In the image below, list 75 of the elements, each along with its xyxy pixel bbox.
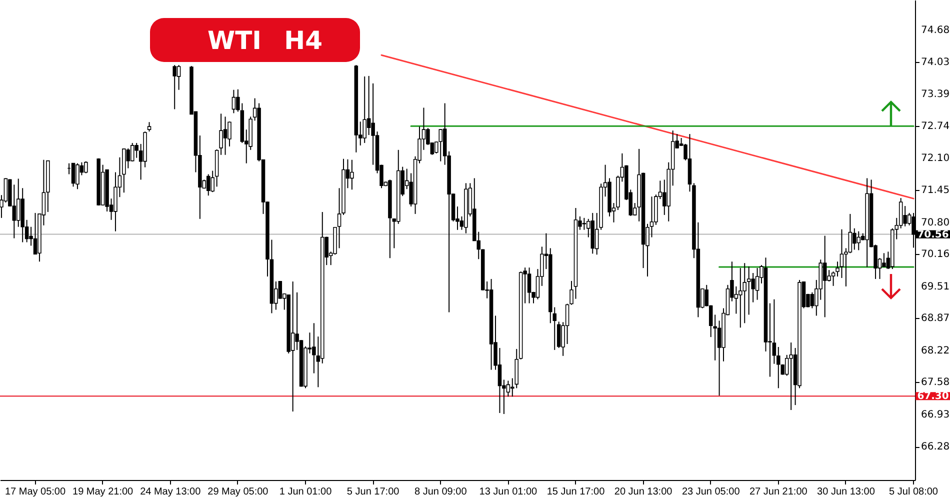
candlestick	[565, 303, 570, 344]
candlestick	[147, 122, 152, 132]
candlestick	[176, 64, 181, 90]
candlestick	[556, 321, 561, 348]
x-tick-label: 30 Jun 13:00	[817, 486, 876, 498]
candlestick	[527, 267, 532, 304]
candlestick	[172, 64, 176, 110]
y-tick-label: 72.10	[921, 152, 950, 164]
candlestick	[822, 235, 827, 318]
x-tick-label: 8 Jun 09:00	[414, 486, 468, 498]
x-tick-label: 1 Jun 01:00	[279, 486, 332, 498]
candlestick	[206, 174, 210, 196]
x-tick-label: 23 Jun 05:00	[682, 486, 740, 498]
candlestick	[742, 262, 747, 324]
y-tick-label: 66.93	[921, 409, 950, 420]
x-tick-label: 27 Jun 21:00	[749, 486, 808, 498]
x-tick-label: 24 May 13:00	[140, 486, 202, 498]
x-tick-label: 13 Jun 01:00	[479, 486, 538, 498]
candlestick	[755, 268, 760, 300]
candlestick	[223, 116, 228, 156]
ref-line-label: 70.56	[917, 229, 949, 240]
candlestick	[852, 228, 856, 250]
candlestick	[130, 142, 134, 162]
y-tick-label: 70.16	[921, 249, 950, 260]
candlestick	[506, 380, 510, 398]
candlestick	[366, 75, 371, 136]
ref-line-label: 67.30	[917, 391, 949, 402]
y-tick-label: 71.45	[921, 185, 950, 196]
candlestick	[789, 342, 793, 411]
candlestick	[848, 213, 852, 254]
candlestick	[882, 252, 886, 268]
y-tick-label: 68.22	[921, 345, 950, 356]
y-tick-label: 70.80	[921, 217, 950, 228]
x-tick-label: 15 Jun 17:00	[546, 486, 606, 498]
candlestick	[831, 271, 836, 286]
candlestick	[290, 280, 295, 412]
candlestick	[776, 346, 780, 389]
candlestick	[232, 89, 236, 114]
y-tick-label: 72.74	[921, 121, 950, 132]
x-tick-label: 20 Jun 13:00	[614, 486, 673, 498]
x-tick-label: 17 May 05:00	[4, 486, 66, 498]
candlestick	[71, 162, 76, 188]
y-tick-label: 73.39	[921, 88, 950, 100]
y-tick-label: 66.28	[921, 442, 950, 453]
candlestick	[362, 76, 366, 144]
candlestick	[76, 162, 80, 190]
y-tick-label: 74.03	[921, 57, 950, 68]
candlestick	[772, 298, 776, 364]
y-tick-label: 68.87	[921, 313, 950, 324]
candlestick	[350, 159, 354, 190]
candlestick	[278, 280, 282, 300]
x-tick-label: 19 May 21:00	[72, 486, 134, 498]
x-tick-label: 29 May 05:00	[208, 486, 269, 498]
candlestick	[856, 230, 861, 251]
candlestick	[219, 113, 223, 156]
x-tick-label: 5 Jul 08:00	[889, 486, 938, 498]
candlestick	[438, 128, 442, 162]
candlestick	[16, 178, 20, 228]
candlestick	[33, 212, 38, 255]
candlestick	[210, 170, 214, 193]
y-tick-label: 69.51	[921, 281, 950, 292]
x-tick-label: 5 Jun 17:00	[346, 486, 400, 498]
candlestick	[810, 292, 814, 309]
y-tick-label: 74.68	[921, 24, 950, 36]
candlestick	[903, 206, 907, 227]
candlestick	[746, 266, 751, 316]
candlestick	[134, 142, 138, 158]
candlestick	[84, 160, 88, 174]
candlestick	[582, 217, 586, 230]
candlestick	[898, 198, 903, 229]
y-tick-label: 67.58	[921, 377, 950, 388]
candlestick	[4, 178, 8, 204]
candlestick	[784, 354, 789, 376]
candlestick	[713, 314, 717, 361]
candlestick	[840, 228, 844, 278]
